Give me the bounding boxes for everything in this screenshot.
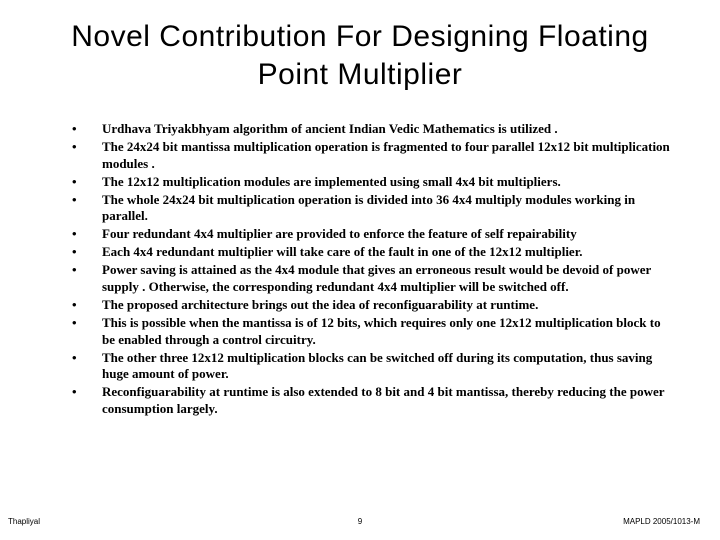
list-item: The whole 24x24 bit multiplication opera… [72, 192, 670, 226]
slide-title: Novel Contribution For Designing Floatin… [50, 18, 670, 93]
list-item: Each 4x4 redundant multiplier will take … [72, 244, 670, 261]
footer-page-number: 9 [358, 517, 362, 526]
list-item: The proposed architecture brings out the… [72, 297, 670, 314]
list-item: Reconfiguarability at runtime is also ex… [72, 384, 670, 418]
list-item: Four redundant 4x4 multiplier are provid… [72, 226, 670, 243]
bullet-list: Urdhava Triyakbhyam algorithm of ancient… [50, 121, 670, 418]
footer-author: Thapliyal [8, 517, 40, 526]
footer-conference: MAPLD 2005/1013-M [623, 517, 700, 526]
slide: Novel Contribution For Designing Floatin… [0, 0, 720, 540]
list-item: The 24x24 bit mantissa multiplication op… [72, 139, 670, 173]
list-item: This is possible when the mantissa is of… [72, 315, 670, 349]
list-item: Urdhava Triyakbhyam algorithm of ancient… [72, 121, 670, 138]
list-item: Power saving is attained as the 4x4 modu… [72, 262, 670, 296]
list-item: The 12x12 multiplication modules are imp… [72, 174, 670, 191]
list-item: The other three 12x12 multiplication blo… [72, 350, 670, 384]
